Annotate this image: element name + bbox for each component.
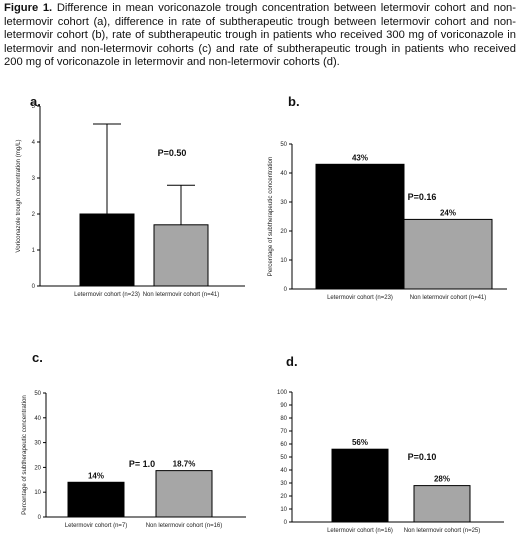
panel-label-a: a.: [30, 94, 41, 109]
x-category-label-d-2: Non letermovir cohort (n=25): [404, 528, 481, 534]
chart-panel-c: c. 0 10 20 30 40 50 Percentage of subtherapeut…: [2, 350, 252, 550]
figure-caption-text: Difference in mean voriconazole trough c…: [4, 2, 516, 69]
panel-label-c: c.: [32, 350, 43, 365]
figure-caption: Figure 1. Difference in mean voriconazol…: [4, 2, 516, 70]
data-label-d-2: 28%: [434, 475, 450, 484]
panel-label-b: b.: [288, 94, 300, 109]
bar-b-1: [315, 163, 405, 290]
chart-panel-a: a. 0 1 2 3 4 5 Voriconazole trough concentrati…: [2, 94, 252, 306]
x-category-label-b-1: Letermovir cohort (n=23): [327, 295, 393, 301]
y-tick-label-d: 100: [277, 390, 288, 396]
p-value-a: P=0.50: [158, 148, 187, 158]
p-value-b: P=0.16: [408, 192, 437, 202]
y-tick-label-d: 60: [280, 442, 287, 448]
x-category-label-a-1: Letermovir cohort (n=23): [74, 292, 140, 298]
y-tick-label-d: 20: [280, 494, 287, 500]
y-tick-label-a: 0: [32, 284, 36, 290]
y-tick-label-c: 50: [34, 391, 41, 397]
y-tick-label-a: 2: [32, 212, 36, 218]
y-tick-label-a: 4: [32, 140, 36, 146]
y-axis-label-b: Percentage of subtherapeutic concentrati…: [267, 156, 274, 276]
data-label-c-2: 18.7%: [173, 460, 196, 469]
bar-b-2: [403, 218, 493, 290]
y-tick-label-d: 30: [280, 481, 287, 487]
y-tick-label-c: 30: [34, 441, 41, 447]
chart-panel-b: b. 0 10 20 30 40 50 Percentage of subtherapeut…: [262, 94, 512, 306]
figure-label: Figure 1.: [4, 2, 53, 14]
x-category-label-c-1: Letermovir cohort (n=7): [65, 523, 128, 529]
y-tick-label-d: 0: [284, 520, 288, 526]
y-tick-label-b: 0: [284, 287, 288, 293]
data-label-d-1: 56%: [352, 438, 368, 447]
bar-d-1: [331, 448, 389, 523]
x-category-label-c-2: Non letermovir cohort (n=16): [146, 523, 223, 529]
x-category-label-a-2: Non letermovir cohort (n=41): [143, 292, 220, 298]
p-value-c: P= 1.0: [129, 459, 155, 469]
bar-c-2: [155, 470, 213, 518]
y-tick-label-b: 10: [280, 258, 287, 264]
y-tick-label-c: 40: [34, 416, 41, 422]
y-tick-label-d: 80: [280, 416, 287, 422]
y-tick-label-a: 5: [32, 104, 36, 110]
y-tick-label-b: 50: [280, 142, 287, 148]
y-tick-label-c: 0: [38, 515, 42, 521]
y-tick-label-b: 30: [280, 200, 287, 206]
y-axis-label-c: Percentage of subtherapeutic concentrati…: [21, 395, 28, 515]
y-tick-label-c: 20: [34, 465, 41, 471]
y-tick-label-c: 10: [34, 490, 41, 496]
data-label-b-1: 43%: [352, 153, 368, 162]
chart-b: 0 10 20 30 40 50 Percentage of subtherapeutic …: [267, 142, 507, 301]
p-value-d: P=0.10: [408, 452, 437, 462]
chart-a: 0 1 2 3 4 5 Voriconazole trough concentration …: [15, 104, 245, 298]
bar-d-2: [413, 485, 471, 523]
chart-panel-d: d. 0 10 20 30 40 50 60 70 80 90 100 56% Letermovir c…: [262, 350, 512, 550]
bar-c-1: [67, 481, 125, 518]
y-tick-label-d: 10: [280, 507, 287, 513]
y-tick-label-b: 20: [280, 229, 287, 235]
bar-a-1: [79, 213, 135, 287]
data-label-b-2: 24%: [440, 208, 456, 217]
x-category-label-d-1: Letermovir cohort (n=16): [327, 528, 393, 534]
y-tick-label-d: 70: [280, 429, 287, 435]
chart-c: 0 10 20 30 40 50 Percentage of subtherapeutic …: [21, 391, 246, 529]
chart-d: 0 10 20 30 40 50 60 70 80 90 100 56% Letermovir coho…: [277, 390, 504, 534]
y-tick-label-d: 90: [280, 403, 287, 409]
y-tick-label-a: 1: [32, 248, 36, 254]
y-tick-label-d: 50: [280, 455, 287, 461]
data-label-c-1: 14%: [88, 471, 104, 480]
panel-label-d: d.: [286, 354, 298, 369]
x-category-label-b-2: Non letermovir cohort (n=41): [410, 295, 487, 301]
y-axis-label-a: Voriconazole trough concentration (mg/L): [15, 139, 22, 252]
bar-a-2: [153, 224, 209, 287]
y-tick-label-a: 3: [32, 176, 36, 182]
y-tick-label-d: 40: [280, 468, 287, 474]
y-tick-label-b: 40: [280, 171, 287, 177]
